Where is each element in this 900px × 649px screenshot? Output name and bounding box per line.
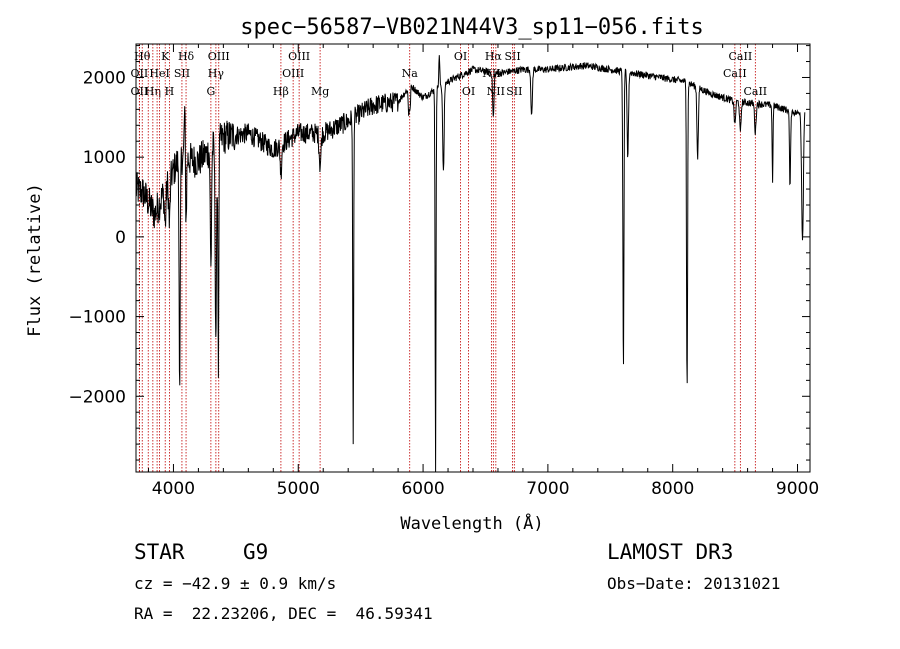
line-marker-label: Hβ: [273, 85, 289, 98]
line-marker-label: OIII: [282, 67, 304, 80]
line-marker-label: Na: [402, 67, 419, 80]
line-marker-label: Hθ: [134, 50, 151, 63]
y-tick-label: 2000: [83, 68, 126, 88]
line-marker-label: Mg: [311, 85, 329, 98]
line-marker-label: OI: [462, 85, 475, 98]
line-marker-label: SII: [174, 67, 190, 80]
coordinates-text: RA = 22.23206, DEC = 46.59341: [134, 604, 433, 623]
line-marker-label: Hδ: [178, 50, 195, 63]
x-tick-label: 6000: [401, 479, 444, 499]
line-marker-label: OII: [131, 85, 149, 98]
y-tick-label: 0: [115, 228, 126, 248]
x-tick-label: 7000: [526, 479, 569, 499]
y-tick-label: −2000: [68, 387, 126, 407]
obs-date: Obs−Date: 20131021: [607, 574, 781, 593]
x-axis-label: Wavelength (Å): [400, 512, 543, 534]
survey-name: LAMOST DR3: [607, 540, 734, 564]
line-marker-label: K: [161, 50, 170, 63]
x-tick-label: 8000: [651, 479, 694, 499]
line-marker-label: Hη: [145, 85, 161, 98]
line-marker-label: OII: [131, 67, 149, 80]
y-axis-ticks: 2000 1000 0 −1000 −2000: [68, 45, 810, 461]
y-tick-label: 1000: [83, 148, 126, 168]
line-marker-label: CaII: [723, 67, 747, 80]
line-marker-label: OI: [454, 50, 467, 63]
line-marker-label: SII: [504, 50, 520, 63]
line-marker-label: OIII: [288, 50, 310, 63]
line-marker-label: OIII: [208, 50, 230, 63]
line-marker-label: G: [206, 85, 215, 98]
line-marker-label: H: [165, 85, 175, 98]
line-marker-label: NII: [487, 85, 505, 98]
object-subclass: G9: [243, 540, 269, 564]
line-marker-label: Hα: [485, 50, 503, 63]
line-marker-label: Hγ: [208, 67, 225, 80]
line-marker-label: CaII: [729, 50, 753, 63]
chart-title: spec−56587−VB021N44V3_sp11−056.fits: [240, 15, 704, 40]
x-axis-ticks: 4000 5000 6000 7000 8000 9000: [147, 44, 819, 499]
y-tick-label: −1000: [68, 308, 126, 328]
plot-frame: [135, 43, 811, 473]
line-marker-label: CaII: [743, 85, 767, 98]
line-markers: HθOIIOIIHηHeIKHSIIHδGHγOIIIHβOIIIOIIIMgN…: [131, 44, 767, 472]
x-tick-label: 9000: [776, 479, 819, 499]
x-tick-label: 5000: [277, 479, 320, 499]
spectrum-line: [135, 55, 806, 473]
x-tick-label: 4000: [152, 479, 195, 499]
line-marker-label: HeI: [149, 67, 169, 80]
line-marker-label: SII: [506, 85, 522, 98]
object-class: STAR: [134, 540, 185, 564]
y-axis-label: Flux (relative): [25, 183, 45, 337]
redshift-text: cz = −42.9 ± 0.9 km/s: [134, 574, 337, 593]
